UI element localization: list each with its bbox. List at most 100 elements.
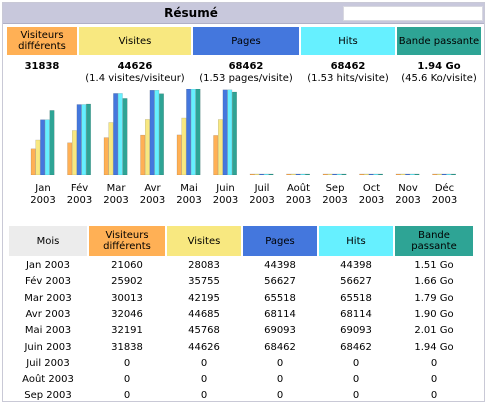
- chart-bar: [122, 98, 128, 175]
- chart-bar: [322, 173, 328, 175]
- chart-month-label: Août 2003: [279, 183, 319, 207]
- chart-bar: [190, 89, 196, 175]
- chart-bar: [268, 173, 274, 175]
- chart-month-year: 2003: [176, 195, 202, 206]
- chart-month-label: Nov 2003: [388, 183, 428, 207]
- summary-header-hits: Hits: [301, 27, 395, 55]
- chart-month-year: 2003: [30, 195, 56, 206]
- summary-header-visits: Visites: [79, 27, 191, 55]
- chart-bar: [373, 173, 379, 175]
- chart-month-label: Juin 2003: [206, 183, 246, 207]
- chart-month-label: Jan 2003: [23, 183, 63, 207]
- table-cell-bandwidth: 1.51 Go: [414, 260, 454, 271]
- table-header-bandwidth: Bande passante: [395, 226, 473, 256]
- table-cell-visits: 28083: [188, 260, 220, 271]
- chart-bar: [414, 173, 420, 175]
- chart-bar: [35, 139, 41, 175]
- chart-bar: [67, 142, 73, 175]
- table-cell-hits: 0: [352, 357, 360, 369]
- chart-month-year: 2003: [139, 195, 166, 206]
- table-cell-visits: 44685: [188, 308, 220, 320]
- chart-bar: [154, 90, 160, 175]
- table-row: Mar 2003 30013 42195 65518 65518 1.79 Go: [9, 291, 473, 307]
- chart-month-name: Juin: [216, 183, 235, 194]
- chart-bar: [44, 119, 50, 175]
- chart-svg: [30, 89, 456, 175]
- table-cell-month: Août 2003: [22, 374, 74, 386]
- chart-bar: [117, 93, 123, 175]
- table-cell-month: Sep 2003: [24, 390, 72, 402]
- chart-month-label: Avr 2003: [133, 183, 173, 207]
- chart-bar: [49, 110, 55, 175]
- chart-month-year: 2003: [249, 195, 275, 206]
- chart-bar: [364, 173, 369, 175]
- chart-bar: [295, 173, 301, 175]
- chart-bar: [437, 173, 442, 175]
- summary-value-pages: 68462 (1.53 pages/visite): [193, 61, 299, 85]
- table-row: Fév 2003 25902 35755 56627 56627 1.66 Go: [9, 274, 473, 290]
- chart-bar: [176, 134, 182, 175]
- chart-month-name: Août: [286, 183, 311, 194]
- table-cell-visitors: 21060: [111, 260, 143, 271]
- table-cell-pages: 69093: [264, 325, 296, 337]
- chart-bar: [81, 104, 87, 175]
- table-cell-bandwidth: 1.94 Go: [414, 341, 454, 353]
- table-cell-bandwidth: 0: [430, 357, 438, 369]
- table-row: Jan 2003 21060 28083 44398 44398 1.51 Go: [9, 258, 473, 274]
- table-cell-pages: 65518: [264, 292, 296, 304]
- chart-bar: [232, 91, 237, 175]
- table-row: Août 2003 0 0 0 0 0: [9, 372, 473, 388]
- table-cell-bandwidth: 1.79 Go: [414, 292, 454, 304]
- summary-panel: Résumé Visiteurs différents Visites Page…: [2, 2, 485, 402]
- summary-value-visits: 44626 (1.4 visites/visiteur): [79, 61, 191, 85]
- table-cell-hits: 56627: [340, 276, 372, 288]
- chart-bar: [186, 89, 191, 175]
- chart-month-year: 2003: [212, 195, 239, 206]
- chart-month-label: Mai 2003: [169, 183, 209, 207]
- summary-value-bandwidth: 1.94 Go (45.6 Ko/visite): [397, 61, 481, 85]
- chart-bar: [405, 173, 410, 175]
- chart-bar: [368, 173, 374, 175]
- chart-bar: [259, 173, 264, 175]
- table-row: Juil 2003 0 0 0 0 0: [9, 356, 473, 372]
- summary-header-visitors: Visiteurs différents: [7, 27, 77, 55]
- title-bar-field: [343, 6, 483, 21]
- chart-bar: [213, 135, 219, 175]
- chart-month-label: Oct 2003: [352, 183, 392, 207]
- panel-title: Résumé: [164, 6, 218, 20]
- chart-bar: [409, 173, 415, 175]
- chart-bar: [108, 122, 114, 175]
- chart-month-name: Avr: [144, 183, 161, 194]
- table-cell-visits: 35755: [188, 276, 220, 288]
- chart-bar: [395, 173, 401, 175]
- table-cell-pages: 44398: [264, 260, 296, 271]
- chart-bar: [227, 89, 233, 175]
- table-header-hits: Hits: [319, 226, 393, 256]
- chart-bar: [441, 173, 447, 175]
- table-cell-pages: 0: [276, 374, 284, 386]
- table-cell-visitors: 0: [123, 390, 131, 402]
- chart-month-name: Déc: [434, 183, 455, 194]
- table-header-visits: Visites: [167, 226, 241, 256]
- table-cell-month: Juil 2003: [26, 357, 70, 369]
- table-cell-pages: 56627: [264, 276, 296, 288]
- chart-bar: [359, 173, 365, 175]
- chart-bar: [40, 119, 46, 175]
- chart-bar: [222, 89, 228, 175]
- chart-bar: [432, 173, 438, 175]
- chart-month-year: 2003: [103, 195, 129, 206]
- title-bar: Résumé: [3, 3, 484, 24]
- chart-bar: [195, 89, 201, 175]
- summary-header-pages: Pages: [193, 27, 299, 55]
- table-cell-visitors: 32191: [111, 325, 143, 337]
- table-cell-hits: 0: [352, 390, 360, 402]
- chart-bar: [30, 148, 36, 175]
- table-cell-visits: 42195: [188, 292, 220, 304]
- table-cell-pages: 0: [276, 357, 284, 369]
- chart-bar: [113, 93, 119, 175]
- summary-value-visits-number: 44626: [117, 61, 153, 72]
- chart-month-name: Nov: [398, 183, 418, 194]
- chart-bar: [451, 173, 456, 175]
- summary-value-pages-number: 68462: [228, 61, 264, 72]
- chart-bar: [305, 173, 310, 175]
